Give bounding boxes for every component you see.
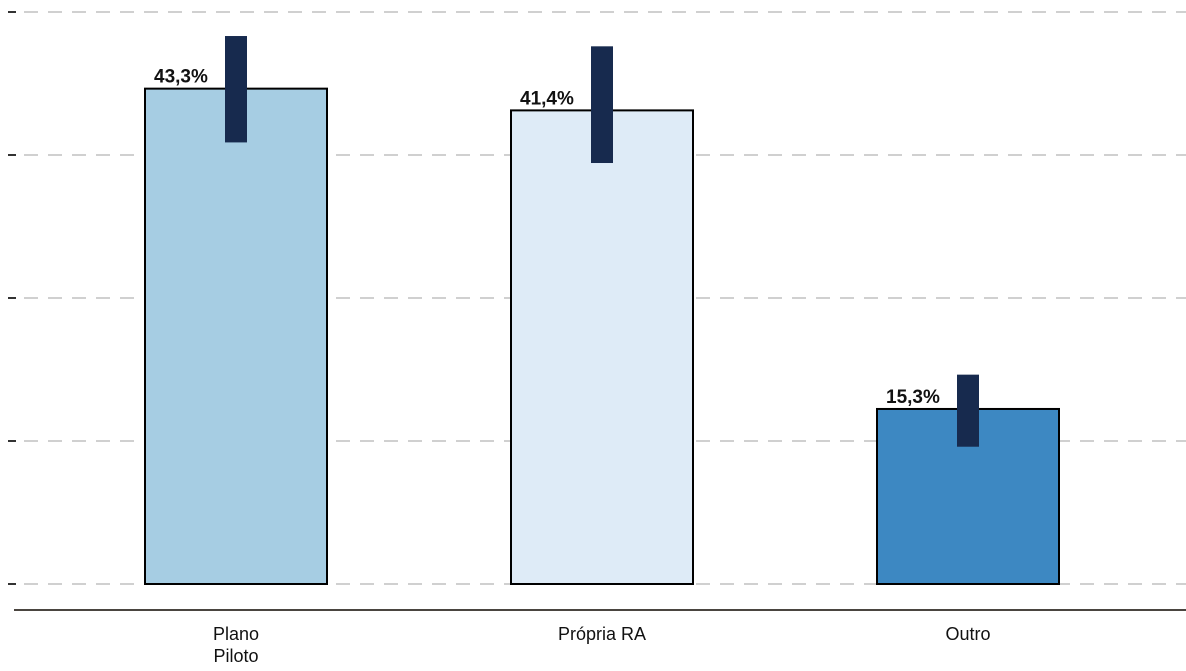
category-label-line: Piloto xyxy=(213,646,258,666)
value-label-2: 15,3% xyxy=(886,387,940,408)
bar-1 xyxy=(510,109,694,585)
value-label-1: 41,4% xyxy=(520,88,574,109)
category-label-2: Outro xyxy=(945,624,990,644)
value-labels: 43,3% 41,4% 15,3% xyxy=(154,67,940,408)
bars xyxy=(144,87,1060,585)
value-label-0: 43,3% xyxy=(154,67,208,88)
category-label-line: Outro xyxy=(945,624,990,644)
bar-2 xyxy=(876,407,1060,585)
category-label-0: Plano Piloto xyxy=(213,624,259,666)
error-bar-2 xyxy=(957,374,979,447)
error-bar-1 xyxy=(591,46,613,164)
category-label-line: Própria RA xyxy=(558,624,646,644)
bar-0 xyxy=(144,87,328,585)
category-label-line: Plano xyxy=(213,624,259,644)
error-bar-0 xyxy=(225,36,247,143)
error-bars xyxy=(225,36,979,447)
category-labels: Plano Piloto Própria RA Outro xyxy=(213,624,991,666)
category-label-1: Própria RA xyxy=(558,624,646,644)
